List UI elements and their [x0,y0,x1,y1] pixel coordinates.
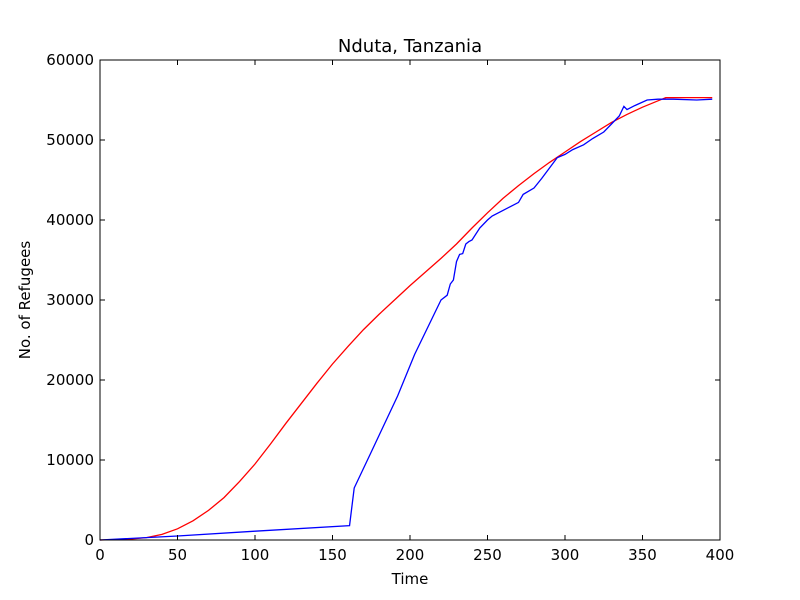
y-tick-label: 60000 [46,51,94,69]
plot-lines [99,96,713,541]
y-tick-label: 0 [84,531,94,549]
y-axis-title: No. of Refugees [16,241,34,360]
plot-frame [99,59,721,541]
series-line-1 [99,96,713,541]
x-tick-label: 100 [241,546,270,564]
x-tick-label: 50 [168,546,187,564]
x-tick-label: 0 [95,546,105,564]
y-tick-label: 30000 [46,291,94,309]
x-tick-label: 400 [706,546,735,564]
series-line-2 [99,98,713,541]
x-tick-label: 300 [551,546,580,564]
y-tick-label: 40000 [46,211,94,229]
y-tick-label: 10000 [46,451,94,469]
x-tick-label: 250 [473,546,502,564]
y-tick-label: 20000 [46,371,94,389]
axis-ticks [99,59,721,541]
x-tick-label: 150 [318,546,347,564]
chart-title: Nduta, Tanzania [338,36,482,57]
y-tick-label: 50000 [46,131,94,149]
axis-tick-labels: 0 50 100 150 200 250 300 350 400 0 10000 20000 30000… [46,51,734,564]
x-axis-title: Time [391,570,429,588]
x-tick-label: 350 [628,546,657,564]
x-tick-label: 200 [396,546,425,564]
